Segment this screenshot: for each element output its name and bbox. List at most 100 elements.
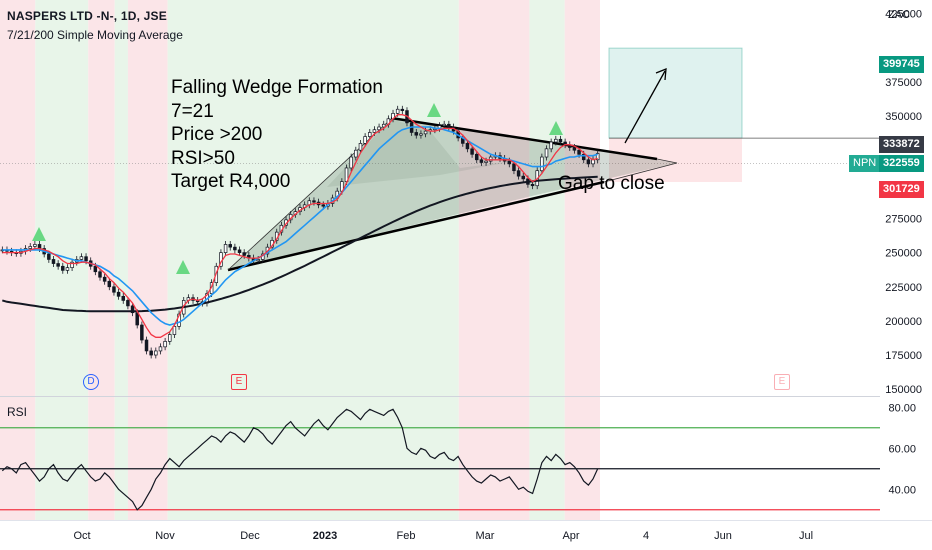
gap-annotation: Gap to close	[558, 173, 665, 194]
price-tick-label: 375000	[885, 77, 922, 89]
candle-body	[51, 259, 56, 264]
candle-body	[168, 334, 172, 342]
candle-body	[149, 350, 153, 356]
candle-body	[93, 265, 98, 273]
grid	[0, 163, 932, 521]
candle-body	[586, 159, 591, 165]
candle-body	[312, 200, 316, 203]
candle-body	[368, 132, 372, 137]
candle-body	[256, 259, 260, 262]
candle-body	[28, 246, 32, 249]
rsi-zone	[88, 397, 115, 520]
background-zone	[0, 0, 36, 396]
price-tag-last: 322559	[879, 155, 924, 172]
candle-body	[479, 159, 484, 163]
background-zone	[564, 0, 600, 396]
rsi-tick-label: 80.00	[888, 402, 916, 414]
rsi-zone	[564, 397, 600, 520]
annotation-line: Price >200	[171, 124, 263, 145]
candle-body	[521, 175, 526, 180]
candle-body	[558, 138, 563, 143]
candle-body	[107, 280, 112, 288]
annotation-line: Falling Wedge Formation	[171, 77, 383, 98]
price-tick-label: 175000	[885, 350, 922, 362]
candle-body	[349, 156, 353, 169]
candle-body	[112, 286, 116, 293]
candle-body	[400, 108, 405, 111]
candle-body	[61, 265, 65, 271]
price-tag-stop: 301729	[879, 181, 924, 198]
earnings-upcoming-icon[interactable]: E	[774, 374, 790, 390]
candle-body	[70, 261, 74, 268]
falling-wedge	[227, 116, 678, 272]
wedge-apex-line	[603, 162, 678, 183]
price-tag-gap-top: 333872	[879, 136, 924, 153]
candle-body	[116, 291, 121, 297]
background-zones	[0, 0, 600, 520]
buy-signal-marker	[549, 121, 563, 135]
price-tick-label: 250000	[885, 248, 922, 260]
candle-body	[540, 156, 544, 172]
candle-body	[233, 246, 237, 251]
chart-title: NASPERS LTD -N-, 1D, JSE	[7, 9, 167, 23]
candle-body	[395, 108, 400, 114]
rsi-pane	[0, 408, 880, 511]
candle-body	[577, 149, 581, 155]
wedge-apex-line	[656, 158, 678, 164]
annotation-line: RSI>50	[171, 147, 235, 169]
target-arrow-shaft	[624, 70, 666, 144]
candle-body	[549, 141, 553, 150]
candle-body	[144, 339, 149, 352]
annotation-text: Falling Wedge Formation 7=21 Price >200 …	[171, 76, 383, 194]
rsi-zone	[35, 397, 89, 520]
price-tag-target: 399745	[879, 56, 924, 73]
axes: 425000 375000 350000 275000 250000 225000 2000…	[73, 9, 922, 542]
sma7-line	[2, 114, 598, 338]
candle-body	[447, 123, 451, 128]
candle-body	[33, 244, 37, 247]
candle-body	[47, 253, 51, 260]
candle-body	[414, 132, 419, 136]
candle-body	[154, 350, 158, 356]
rsi-label: RSI	[7, 405, 28, 419]
price-tick-label: 150000	[885, 384, 922, 396]
candle-body	[121, 295, 126, 301]
candle-body	[423, 130, 428, 135]
candle-body	[135, 312, 139, 326]
buy-signal-marker	[427, 103, 441, 117]
candle-body	[98, 271, 102, 278]
background-zone	[35, 0, 89, 396]
candle-body	[102, 276, 107, 282]
candle-body	[544, 148, 549, 158]
time-tick-label: Dec	[240, 530, 260, 542]
price-tick-label: 425000	[885, 9, 922, 21]
candle-body	[484, 160, 488, 163]
earnings-icon[interactable]: E	[231, 374, 247, 390]
candle-body	[474, 153, 479, 161]
candle-body	[381, 123, 386, 128]
time-tick-label: Jul	[799, 530, 813, 542]
dividend-icon[interactable]: D	[83, 374, 99, 390]
background-zone	[88, 0, 115, 396]
time-tick-label: 4	[643, 530, 649, 542]
annotation-line: 7=21	[171, 100, 214, 122]
target-arrow-head	[655, 68, 667, 81]
candle-body	[516, 170, 521, 177]
candle-body	[223, 244, 228, 253]
time-tick-label: Feb	[397, 530, 416, 542]
candle-body	[488, 156, 493, 162]
candle-body	[126, 300, 130, 307]
target-projection	[608, 47, 880, 182]
candle-body	[172, 326, 177, 335]
candle-body	[419, 133, 423, 136]
candle-body	[372, 129, 377, 133]
moving-averages	[2, 114, 598, 338]
rsi-zone	[114, 397, 128, 520]
background-zone	[114, 0, 128, 396]
buy-signal-marker	[176, 260, 190, 274]
candle-body	[572, 147, 577, 151]
candle-body	[554, 138, 558, 143]
target-zone	[608, 47, 743, 139]
time-tick-label: Nov	[155, 530, 175, 542]
